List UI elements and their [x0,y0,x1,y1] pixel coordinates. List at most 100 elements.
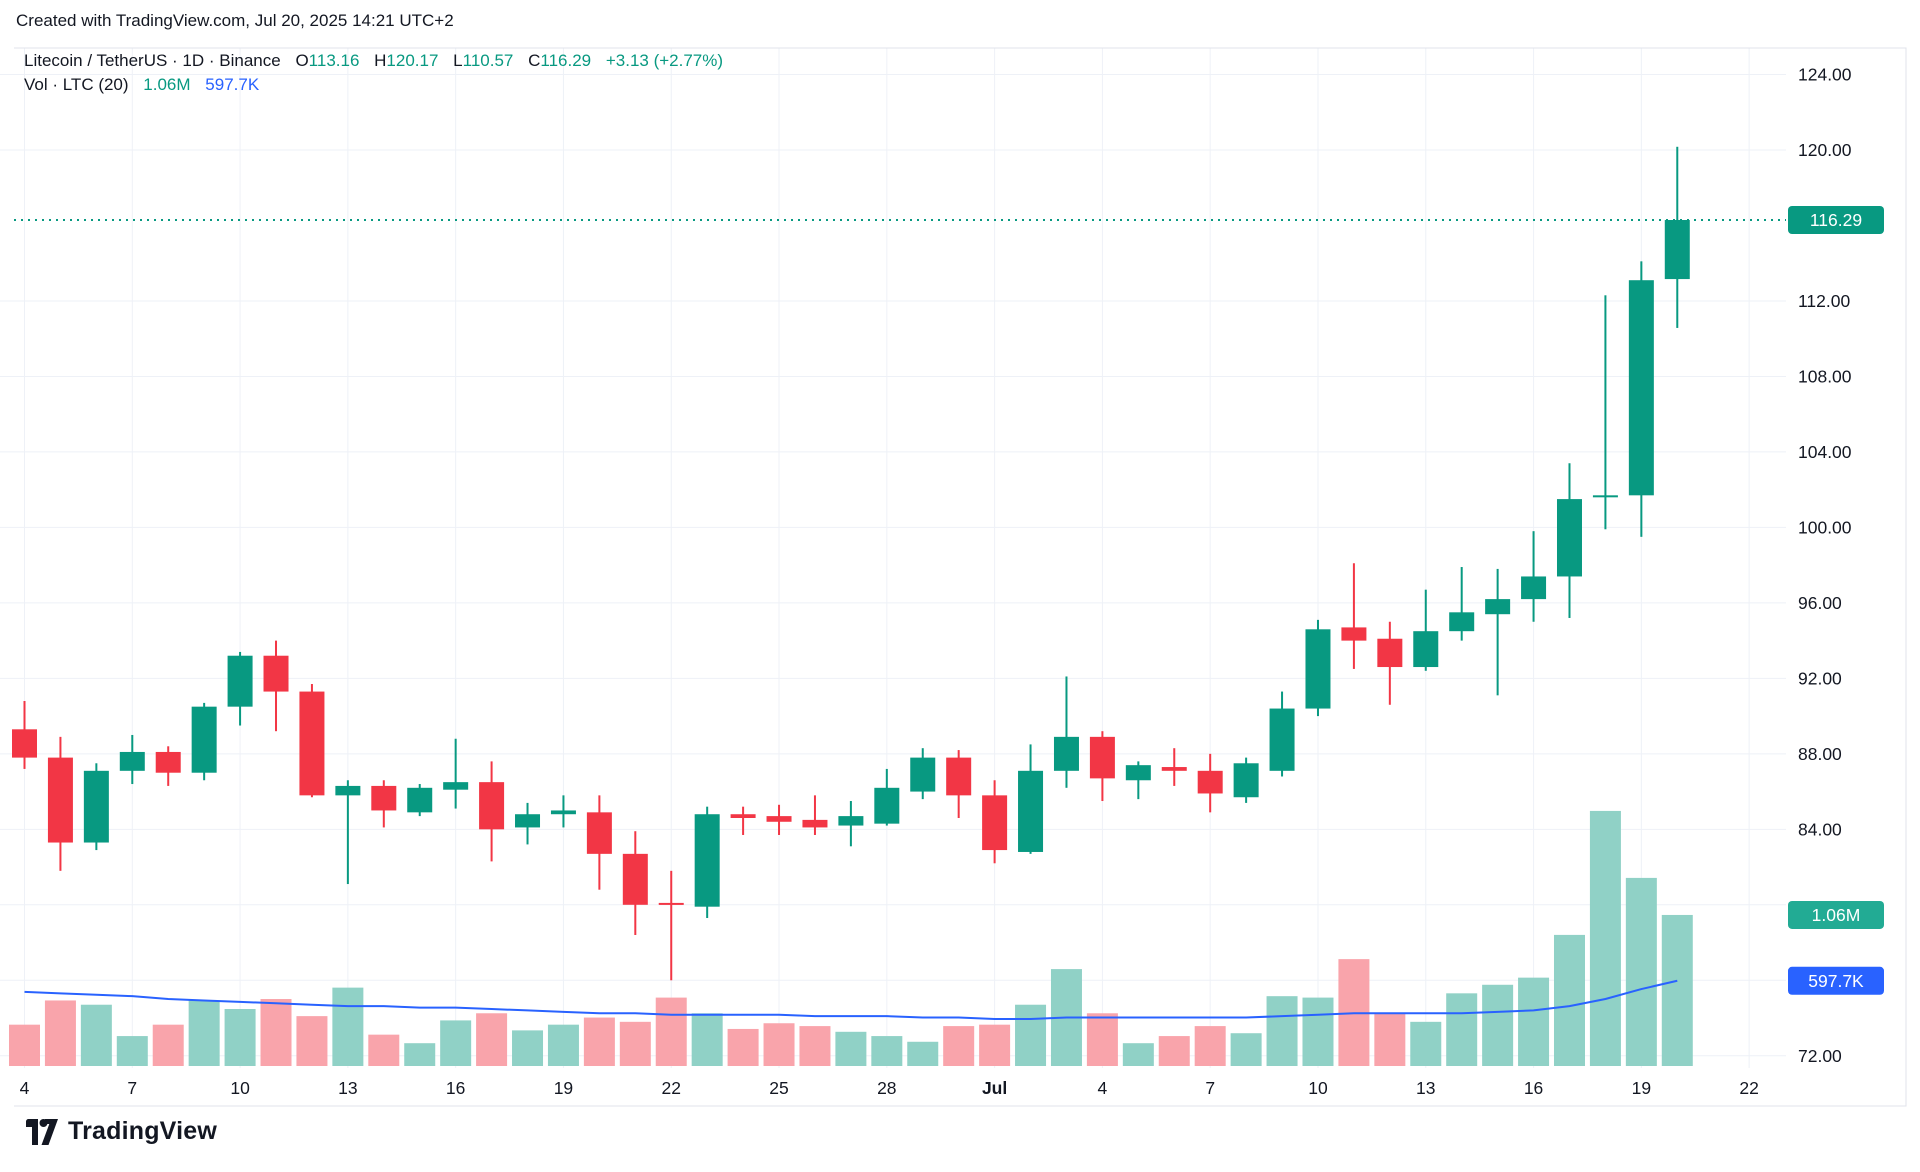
date-axis-label: 7 [1205,1078,1215,1098]
open-label: O [295,51,309,70]
price-axis-label: 120.00 [1798,140,1852,160]
volume-bar [1015,1004,1047,1066]
date-axis-label: Jul [982,1078,1007,1098]
candle-body [1449,612,1475,632]
high-value: 120.17 [386,51,439,70]
price-axis-label: 96.00 [1798,593,1842,613]
candle-body [658,902,684,905]
close-value: 116.29 [540,51,592,70]
volume-bar [1625,877,1657,1066]
candle-body [1018,770,1044,852]
volume-bar [1482,984,1514,1066]
date-axis-label: 16 [1524,1078,1543,1098]
volume-ma-line [24,979,1678,1020]
volume-study-title: Vol · LTC (20) [24,75,129,94]
chart-legend: Litecoin / TetherUS · 1D · Binance O113.… [24,49,723,97]
candle-body [1269,708,1295,771]
price-axis-label: 72.00 [1798,1046,1842,1066]
volume-bar [80,1004,112,1066]
candle-body [1305,629,1331,709]
change-value: +3.13 (+2.77%) [605,51,724,70]
volume-bar [1446,993,1478,1066]
date-axis-label: 4 [1098,1078,1108,1098]
candle-body [874,787,900,824]
price-axis-label: 104.00 [1798,442,1852,462]
candle-body [1628,280,1654,496]
close-label: C [528,51,541,70]
candle-body [1592,495,1618,498]
date-axis-label: 7 [127,1078,137,1098]
volume-bar [835,1031,867,1066]
price-axis-label: 112.00 [1798,291,1850,311]
candle-body [1341,627,1367,641]
volume-bar [1230,1033,1262,1066]
volume-bar [1194,1026,1226,1066]
date-axis-label: 16 [446,1078,465,1098]
candle-body [910,757,936,792]
last-price-badge [1788,206,1884,235]
date-axis-label: 13 [338,1078,357,1098]
candle-wick [813,795,816,835]
candle-body [227,655,253,707]
volume-bar [1661,914,1693,1066]
volume-value: 1.06M [143,75,191,94]
date-axis-label: 28 [877,1078,896,1098]
candle-body [1521,576,1547,600]
high-label: H [374,51,387,70]
volume-bar [1374,1013,1406,1066]
candle-body [1233,763,1259,798]
volume-bar [9,1024,40,1066]
volume-ma-value: 597.7K [205,75,260,94]
volume-bar [296,1016,328,1066]
candle-wick [1604,295,1607,530]
price-axis-label: 108.00 [1798,366,1852,386]
symbol-title: Litecoin / TetherUS · 1D · Binance [24,51,281,70]
volume-bar [943,1026,975,1066]
volume-bar [1302,997,1334,1066]
candle-body [299,691,325,796]
candle-body [586,812,612,854]
candle-body [982,795,1008,851]
volume-bar [1086,1013,1118,1066]
candle-body [1125,765,1151,781]
candle-body [263,655,289,692]
date-axis-label: 4 [20,1078,30,1098]
candle-body [155,751,181,773]
candle-body [1197,770,1223,794]
volume-bar [799,1026,831,1066]
date-axis-label: 25 [769,1078,788,1098]
candle-body [838,816,864,826]
tradingview-logo-text: TradingView [68,1117,218,1145]
candle-body [946,757,972,796]
price-axis-label: 100.00 [1798,517,1852,537]
tradingview-logo-icon [26,1118,58,1145]
tradingview-logo[interactable]: TradingView [25,1117,217,1146]
candle-body [694,814,720,907]
volume-bar [655,997,687,1066]
candle-wick [1065,676,1068,788]
candle-wick [1460,567,1463,641]
candle-body [1485,599,1511,615]
candle-body [479,782,505,830]
candle-wick [742,806,745,835]
price-axis-label: 124.00 [1798,65,1852,85]
candle-body [1664,220,1690,280]
candle-body [12,729,37,758]
volume-bar [116,1036,148,1066]
volume-bar [440,1020,472,1066]
date-axis-label: 19 [554,1078,573,1098]
volume-ma-badge-text: 597.7K [1808,971,1864,991]
candle-body [730,814,756,818]
candle-body [1556,499,1582,577]
volume-bar [583,1017,615,1066]
last-volume-badge-text: 1.06M [1812,905,1861,925]
candle-wick [670,870,673,981]
last-price-badge-text: 116.29 [1810,210,1862,230]
candle-body [766,816,792,822]
date-axis-label: 22 [1739,1078,1758,1098]
volume-bar [476,1013,508,1066]
candle-body [1053,736,1079,771]
price-axis-label: 92.00 [1798,668,1842,688]
low-label: L [453,51,463,70]
